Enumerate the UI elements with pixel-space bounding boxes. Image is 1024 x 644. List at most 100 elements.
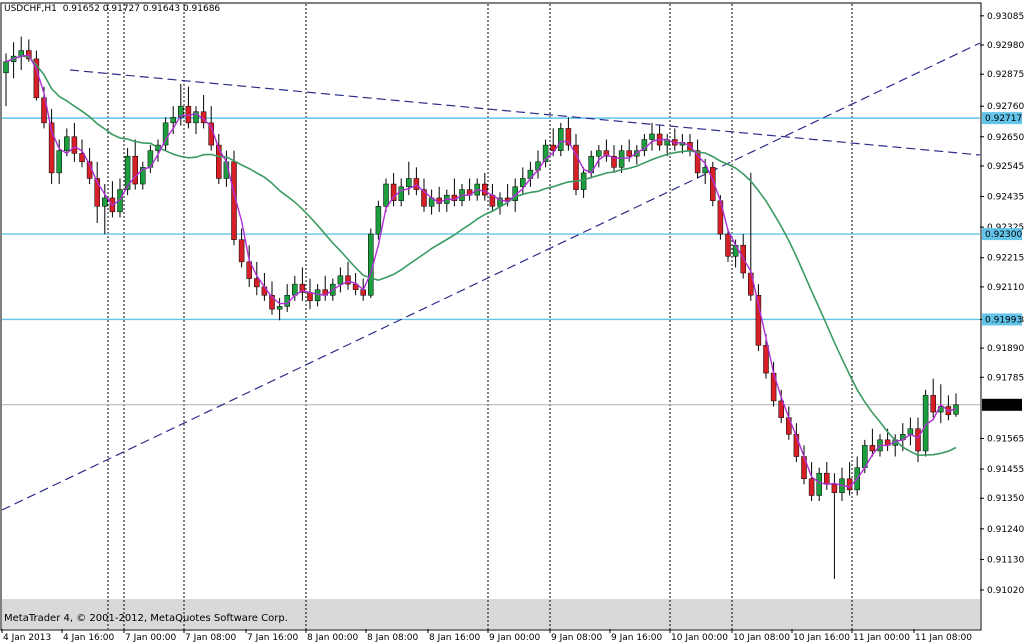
candle-body [94, 178, 100, 207]
x-tick-label: 11 Jan 08:00 [915, 633, 972, 643]
candle-body [558, 128, 564, 151]
x-tick-label: 4 Jan 16:00 [63, 633, 115, 643]
y-tick-label: 0.91565 [987, 434, 1024, 444]
candle-body [390, 183, 397, 201]
candle-body [482, 183, 488, 196]
y-tick-label: 0.92545 [987, 162, 1024, 172]
y-tick-label: 0.91785 [987, 373, 1024, 383]
level-label-box [982, 228, 1022, 241]
y-tick-label: 0.92215 [987, 254, 1024, 264]
candle-body [634, 150, 640, 157]
candle-body [345, 275, 351, 285]
candle-body [778, 400, 784, 418]
current-price-label: 0.91686 [985, 401, 1022, 411]
candle-body [618, 150, 625, 168]
candle-body [307, 292, 313, 302]
candle-body [421, 189, 427, 207]
y-tick-label: 0.92650 [987, 133, 1024, 143]
candle-body [216, 144, 222, 179]
candle-body [383, 183, 389, 207]
candle-body [763, 345, 769, 374]
candle-body [170, 117, 176, 124]
candle-body [915, 428, 921, 452]
level-label: 0.92300 [985, 230, 1022, 240]
time-axis: 4 Jan 2013 4 Jan 16:00 7 Jan 00:00 7 Jan 08… [1, 629, 972, 643]
chart-frame [0, 2, 982, 631]
candle-body [48, 122, 55, 174]
candle-body [580, 172, 587, 190]
y-tick-label: 0.91130 [987, 555, 1024, 565]
y-tick-label: 0.92875 [987, 70, 1024, 80]
candle-body [117, 189, 123, 213]
candle-body [611, 155, 617, 168]
level-label-box [982, 112, 1022, 125]
candle-body [314, 289, 321, 302]
candle-body [694, 150, 701, 174]
level-labels: 0.92717 0.92300 0.91993 0.91686 [982, 112, 1022, 411]
candle-body [626, 150, 632, 157]
session-separators [107, 4, 853, 629]
y-tick-label: 0.92435 [987, 193, 1024, 203]
level-label-box [982, 313, 1022, 326]
x-tick-label: 8 Jan 00:00 [307, 633, 359, 643]
x-tick-label: 9 Jan 00:00 [489, 633, 541, 643]
candle-body [573, 144, 579, 190]
x-tick-label: 7 Jan 16:00 [247, 633, 299, 643]
trend-lines[interactable] [1, 42, 981, 511]
copyright-band [2, 599, 980, 629]
y-tick-label: 0.91455 [987, 465, 1024, 475]
candle-body [641, 139, 648, 151]
candle-body [178, 105, 184, 118]
candle-body [3, 61, 9, 74]
candle-body [406, 178, 412, 188]
level-label: 0.92717 [985, 114, 1022, 124]
copyright-text: MetaTrader 4, © 2001-2012, MetaQuotes So… [4, 613, 288, 624]
candle-body [542, 144, 549, 163]
y-tick-label: 0.91020 [987, 586, 1024, 596]
x-tick-label: 4 Jan 2013 [3, 633, 51, 643]
candle-body [603, 150, 610, 157]
candle-body [162, 122, 169, 146]
y-tick-label: 0.91890 [987, 344, 1024, 354]
candle-body [816, 472, 822, 496]
candle-body [710, 167, 716, 201]
candle-body [254, 278, 260, 288]
candle-body [520, 178, 526, 188]
x-tick-label: 7 Jan 00:00 [125, 633, 177, 643]
candle-body [132, 155, 138, 185]
x-tick-label: 7 Jan 08:00 [185, 633, 237, 643]
candle-body [140, 167, 146, 185]
candle-body [79, 153, 85, 163]
slow-moving-average [5, 55, 957, 457]
candle-body [755, 295, 762, 346]
candle-body [299, 283, 306, 293]
candle-body [238, 239, 245, 263]
y-tick-label: 0.92980 [987, 41, 1024, 51]
candle-body [41, 97, 47, 124]
x-tick-label: 10 Jan 08:00 [733, 633, 790, 643]
symbol-timeframe: USDCHF,H1 [4, 4, 57, 14]
horizontal-levels[interactable] [2, 117, 980, 406]
x-tick-label: 8 Jan 16:00 [429, 633, 481, 643]
candle-body [269, 295, 275, 310]
candle-body [413, 178, 420, 190]
x-tick-label: 9 Jan 08:00 [551, 633, 603, 643]
price-axis: 0.93085 0.92980 0.92875 0.92760 0.92650 0.925… [980, 12, 1024, 596]
candle-body [824, 472, 830, 485]
candle-body [565, 128, 572, 146]
candle-body [71, 136, 78, 154]
candle-body [102, 197, 108, 207]
y-tick-label: 0.91240 [987, 525, 1024, 535]
x-tick-label: 11 Jan 00:00 [853, 633, 910, 643]
x-tick-label: 8 Jan 08:00 [367, 633, 419, 643]
candle-body [808, 478, 815, 496]
candle-body [337, 275, 344, 285]
ohlc-readout: 0.91652 0.91727 0.91643 0.91686 [62, 4, 221, 14]
candle-body [352, 283, 359, 290]
level-label: 0.91993 [985, 315, 1022, 325]
candle-body [56, 150, 62, 174]
candle-body [907, 428, 914, 435]
candle-body [124, 155, 131, 190]
candle-body [398, 186, 404, 201]
